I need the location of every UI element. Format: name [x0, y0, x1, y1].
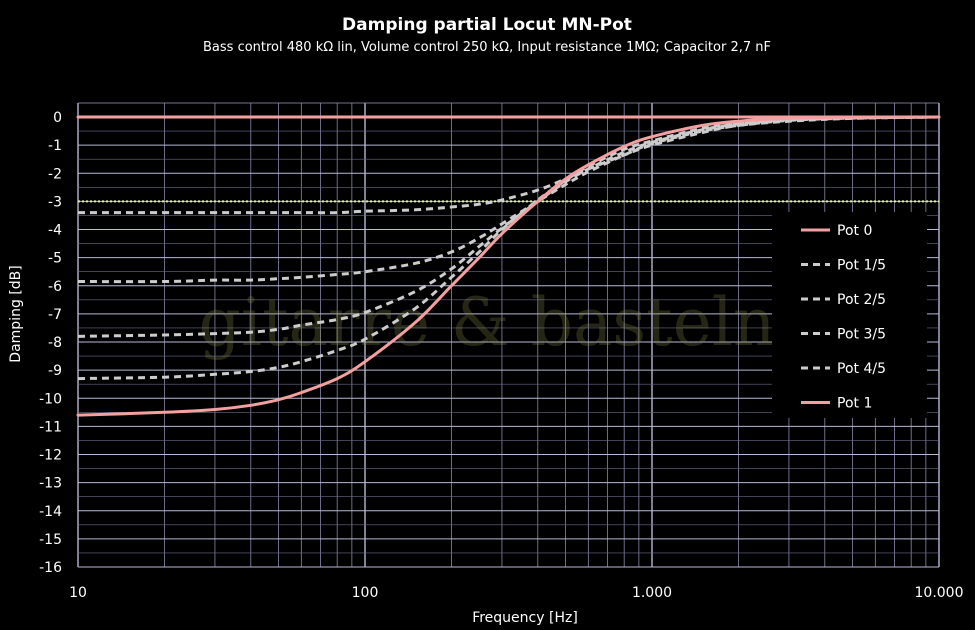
x-axis-ticks: 10 100 1.000 10.000: [69, 585, 963, 601]
legend-label: Pot 4/5: [837, 361, 886, 377]
y-tick-label: -7: [48, 307, 62, 323]
y-tick-label: -5: [48, 251, 62, 267]
y-tick-label: -1: [48, 138, 62, 154]
y-tick-label: -3: [48, 194, 62, 210]
legend-box: [772, 212, 927, 418]
chart-subtitle: Bass control 480 kΩ lin, Volume control …: [203, 40, 771, 55]
x-tick-label: 10: [69, 585, 87, 601]
x-tick-label: 100: [352, 585, 379, 601]
legend: Pot 0 Pot 1/5 Pot 2/5 Pot 3/5 Pot 4/5 Pot 1: [801, 223, 886, 412]
x-axis-label: Frequency [Hz]: [472, 610, 578, 626]
legend-label: Pot 1/5: [837, 258, 886, 274]
chart-title: Damping partial Locut MN-Pot: [342, 15, 632, 35]
series-line-5: [77, 115, 940, 381]
y-tick-label: -12: [39, 448, 62, 464]
y-axis-label: Damping [dB]: [8, 265, 24, 362]
watermark: gitarre & basteln: [199, 284, 776, 361]
x-tick-label: 10.000: [915, 585, 964, 601]
series-group: [76, 115, 941, 417]
y-tick-label: 0: [53, 110, 62, 126]
x-tick-label: 1.000: [632, 585, 672, 601]
series-line-3: [77, 115, 940, 284]
y-tick-label: -10: [39, 391, 62, 407]
y-tick-label: -9: [48, 363, 62, 379]
y-axis-ticks: 0 -1 -2 -3 -4 -5 -6 -7 -8 -9 -10 -11 -12 -13 -14 -15 -16: [39, 110, 62, 576]
y-tick-label: -11: [39, 419, 62, 435]
y-tick-label: -16: [39, 560, 62, 576]
y-tick-label: -6: [48, 279, 62, 295]
y-tick-label: -14: [39, 504, 62, 520]
y-tick-label: -15: [39, 532, 62, 548]
y-tick-label: -2: [48, 166, 62, 182]
legend-label: Pot 3/5: [837, 327, 886, 343]
series-line-2: [77, 115, 940, 215]
y-tick-label: -4: [48, 223, 62, 239]
legend-label: Pot 1: [837, 396, 872, 412]
y-tick-label: -13: [39, 476, 62, 492]
y-tick-label: -8: [48, 335, 62, 351]
legend-label: Pot 0: [837, 223, 872, 239]
legend-label: Pot 2/5: [837, 292, 886, 308]
series-line-6: [76, 115, 941, 417]
